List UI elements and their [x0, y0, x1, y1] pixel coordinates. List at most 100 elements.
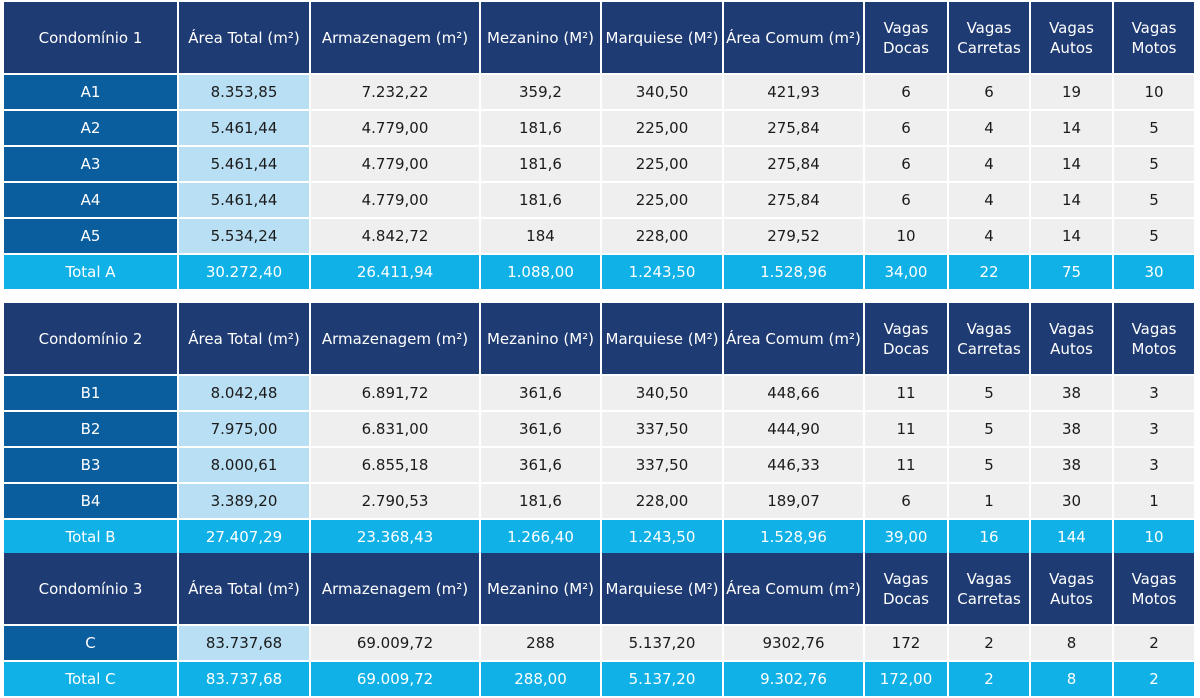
vagas-carretas-cell: 6 — [949, 75, 1029, 109]
area-comum-cell: 9.302,76 — [724, 662, 863, 696]
mezanino-cell: 288 — [481, 626, 600, 660]
header-armazenagem: Armazenagem (m²) — [311, 2, 479, 73]
header-marquiese: Marquiese (M²) — [602, 303, 722, 374]
condominio-2-table: Condomínio 2 Área Total (m²) Armazenagem… — [2, 301, 1196, 556]
vagas-docas-cell: 34,00 — [865, 255, 947, 289]
mezanino-cell: 359,2 — [481, 75, 600, 109]
vagas-motos-cell: 2 — [1114, 626, 1194, 660]
area-total-cell: 8.353,85 — [179, 75, 309, 109]
armazenagem-cell: 2.790,53 — [311, 484, 479, 518]
area-total-cell: 3.389,20 — [179, 484, 309, 518]
vagas-motos-cell: 5 — [1114, 111, 1194, 145]
header-vagas-carretas: Vagas Carretas — [949, 2, 1029, 73]
mezanino-cell: 181,6 — [481, 147, 600, 181]
unit-name: A1 — [4, 75, 177, 109]
total-label: Total B — [4, 520, 177, 554]
header-vagas-docas: Vagas Docas — [865, 553, 947, 624]
armazenagem-cell: 6.831,00 — [311, 412, 479, 446]
marquiese-cell: 340,50 — [602, 75, 722, 109]
marquiese-cell: 340,50 — [602, 376, 722, 410]
area-total-cell: 5.461,44 — [179, 183, 309, 217]
header-area-comum: Área Comum (m²) — [724, 2, 863, 73]
armazenagem-cell: 23.368,43 — [311, 520, 479, 554]
unit-name: A4 — [4, 183, 177, 217]
mezanino-cell: 1.088,00 — [481, 255, 600, 289]
mezanino-cell: 361,6 — [481, 376, 600, 410]
total-label: Total A — [4, 255, 177, 289]
mezanino-cell: 1.266,40 — [481, 520, 600, 554]
area-comum-cell: 421,93 — [724, 75, 863, 109]
vagas-autos-cell: 14 — [1031, 111, 1112, 145]
header-marquiese: Marquiese (M²) — [602, 2, 722, 73]
header-vagas-motos: Vagas Motos — [1114, 2, 1194, 73]
header-marquiese: Marquiese (M²) — [602, 553, 722, 624]
header-area-total: Área Total (m²) — [179, 303, 309, 374]
area-comum-cell: 446,33 — [724, 448, 863, 482]
marquiese-cell: 1.243,50 — [602, 520, 722, 554]
unit-name: A5 — [4, 219, 177, 253]
vagas-carretas-cell: 5 — [949, 448, 1029, 482]
area-total-cell: 8.042,48 — [179, 376, 309, 410]
header-area-total: Área Total (m²) — [179, 2, 309, 73]
marquiese-cell: 228,00 — [602, 219, 722, 253]
armazenagem-cell: 69.009,72 — [311, 662, 479, 696]
armazenagem-cell: 6.855,18 — [311, 448, 479, 482]
table-row: A5 5.534,24 4.842,72 184 228,00 279,52 1… — [4, 219, 1194, 253]
table-row: B1 8.042,48 6.891,72 361,6 340,50 448,66… — [4, 376, 1194, 410]
vagas-motos-cell: 3 — [1114, 448, 1194, 482]
armazenagem-cell: 69.009,72 — [311, 626, 479, 660]
header-vagas-autos: Vagas Autos — [1031, 553, 1112, 624]
total-row: Total C 83.737,68 69.009,72 288,00 5.137… — [4, 662, 1194, 696]
header-vagas-autos: Vagas Autos — [1031, 303, 1112, 374]
table-row: B2 7.975,00 6.831,00 361,6 337,50 444,90… — [4, 412, 1194, 446]
vagas-docas-cell: 6 — [865, 484, 947, 518]
marquiese-cell: 225,00 — [602, 183, 722, 217]
unit-name: B2 — [4, 412, 177, 446]
total-label: Total C — [4, 662, 177, 696]
marquiese-cell: 228,00 — [602, 484, 722, 518]
mezanino-cell: 361,6 — [481, 412, 600, 446]
vagas-docas-cell: 10 — [865, 219, 947, 253]
area-comum-cell: 275,84 — [724, 111, 863, 145]
armazenagem-cell: 4.842,72 — [311, 219, 479, 253]
vagas-autos-cell: 14 — [1031, 147, 1112, 181]
vagas-docas-cell: 11 — [865, 412, 947, 446]
armazenagem-cell: 4.779,00 — [311, 147, 479, 181]
vagas-docas-cell: 6 — [865, 183, 947, 217]
block-title: Condomínio 2 — [4, 303, 177, 374]
table-row: A4 5.461,44 4.779,00 181,6 225,00 275,84… — [4, 183, 1194, 217]
header-vagas-motos: Vagas Motos — [1114, 303, 1194, 374]
area-comum-cell: 1.528,96 — [724, 255, 863, 289]
marquiese-cell: 5.137,20 — [602, 662, 722, 696]
marquiese-cell: 1.243,50 — [602, 255, 722, 289]
table-row: B4 3.389,20 2.790,53 181,6 228,00 189,07… — [4, 484, 1194, 518]
area-comum-cell: 448,66 — [724, 376, 863, 410]
vagas-docas-cell: 39,00 — [865, 520, 947, 554]
block-title: Condomínio 3 — [4, 553, 177, 624]
vagas-autos-cell: 144 — [1031, 520, 1112, 554]
header-armazenagem: Armazenagem (m²) — [311, 303, 479, 374]
area-total-cell: 83.737,68 — [179, 662, 309, 696]
vagas-docas-cell: 6 — [865, 111, 947, 145]
vagas-autos-cell: 14 — [1031, 183, 1112, 217]
mezanino-cell: 184 — [481, 219, 600, 253]
area-total-cell: 27.407,29 — [179, 520, 309, 554]
area-comum-cell: 275,84 — [724, 147, 863, 181]
vagas-carretas-cell: 5 — [949, 412, 1029, 446]
vagas-motos-cell: 10 — [1114, 75, 1194, 109]
header-vagas-carretas: Vagas Carretas — [949, 303, 1029, 374]
table-row: A2 5.461,44 4.779,00 181,6 225,00 275,84… — [4, 111, 1194, 145]
area-comum-cell: 275,84 — [724, 183, 863, 217]
vagas-carretas-cell: 1 — [949, 484, 1029, 518]
mezanino-cell: 181,6 — [481, 183, 600, 217]
area-total-cell: 5.461,44 — [179, 147, 309, 181]
vagas-carretas-cell: 22 — [949, 255, 1029, 289]
header-mezanino: Mezanino (M²) — [481, 553, 600, 624]
area-comum-cell: 444,90 — [724, 412, 863, 446]
header-row: Condomínio 1 Área Total (m²) Armazenagem… — [4, 2, 1194, 73]
unit-name: B4 — [4, 484, 177, 518]
area-comum-cell: 279,52 — [724, 219, 863, 253]
vagas-carretas-cell: 16 — [949, 520, 1029, 554]
vagas-carretas-cell: 4 — [949, 183, 1029, 217]
header-area-total: Área Total (m²) — [179, 553, 309, 624]
